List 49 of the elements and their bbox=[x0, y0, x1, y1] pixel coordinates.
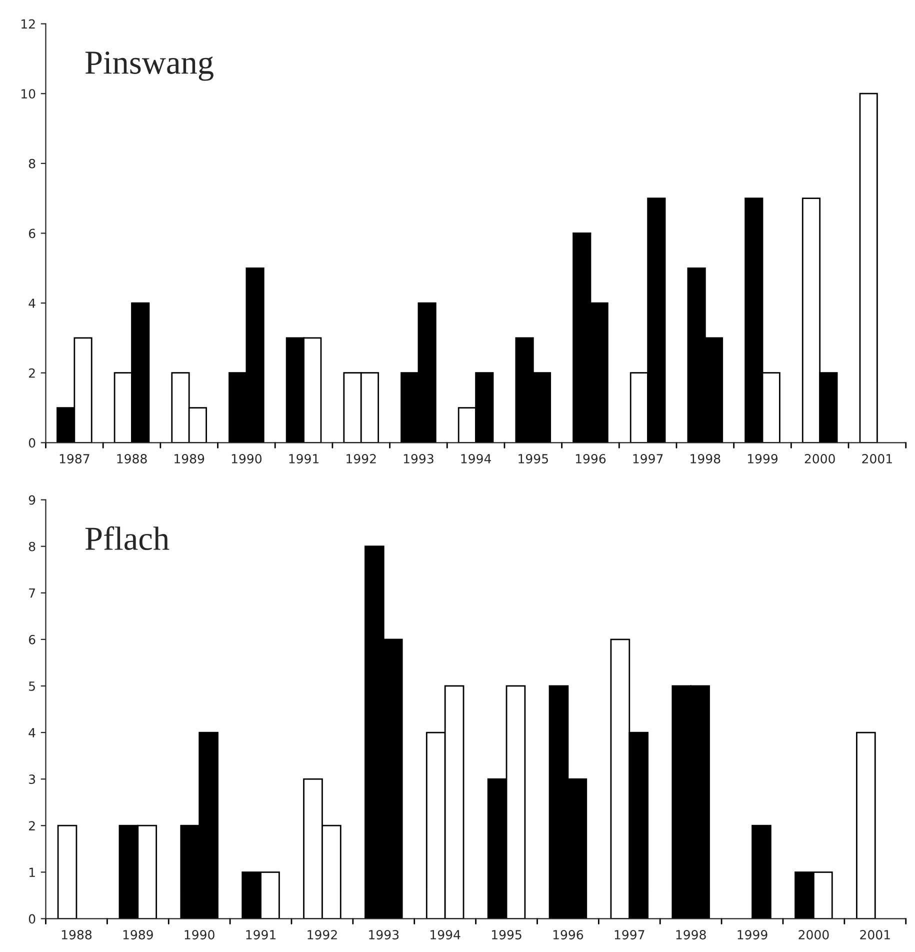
text: Pinswang bbox=[85, 52, 214, 81]
y-tick-label: 7 bbox=[29, 588, 35, 598]
y-tick-label: 3 bbox=[29, 774, 36, 784]
x-tick-label: 1997 bbox=[614, 930, 644, 940]
x-tick-label: 1995 bbox=[492, 930, 522, 940]
y-tick-label: 5 bbox=[29, 682, 35, 691]
y-tick-label: 6 bbox=[28, 228, 36, 238]
y-tick-label: 9 bbox=[28, 495, 36, 505]
x-tick-label: 1988 bbox=[117, 454, 147, 464]
x-tick-label: 1996 bbox=[553, 930, 584, 940]
x-tick-label: 1991 bbox=[246, 930, 276, 940]
x-tick-label: 1992 bbox=[346, 454, 376, 464]
x-tick-label: 1997 bbox=[633, 454, 663, 464]
y-tick-label: 10 bbox=[21, 89, 36, 99]
x-tick-label: 1995 bbox=[518, 454, 548, 464]
y-tick-label: 4 bbox=[28, 728, 36, 738]
x-tick-label: 2000 bbox=[804, 454, 835, 464]
x-tick-label: 2001 bbox=[860, 930, 890, 940]
x-tick-label: 1993 bbox=[369, 930, 399, 940]
x-tick-label: 1998 bbox=[690, 454, 720, 464]
x-tick-label: 2001 bbox=[862, 454, 892, 464]
bar bbox=[859, 92, 878, 443]
x-tick-label: 1999 bbox=[748, 454, 778, 464]
y-tick-label: 1 bbox=[29, 868, 35, 877]
y-tick-label: 0 bbox=[28, 438, 36, 448]
x-tick-label: 1994 bbox=[461, 454, 492, 464]
x-tick-label: 2000 bbox=[798, 930, 829, 940]
x-tick-label: 1994 bbox=[430, 930, 460, 940]
x-tick-label: 1996 bbox=[576, 454, 606, 464]
x-tick-label: 1992 bbox=[308, 930, 337, 940]
y-tick-label: 2 bbox=[28, 368, 35, 378]
x-tick-label: 1989 bbox=[174, 454, 204, 464]
x-tick-label: 1989 bbox=[123, 930, 153, 940]
x-tick-label: 1998 bbox=[676, 930, 706, 940]
x-tick-label: 1988 bbox=[62, 930, 92, 940]
text: Pflach bbox=[85, 526, 170, 550]
y-tick-label: 2 bbox=[28, 821, 35, 830]
y-tick-label: 8 bbox=[28, 542, 36, 552]
y-tick-label: 6 bbox=[28, 634, 36, 644]
x-tick-label: 1990 bbox=[232, 454, 262, 464]
y-tick-label: 4 bbox=[28, 298, 36, 308]
x-tick-label: 1990 bbox=[184, 930, 214, 940]
x-tick-label: 1987 bbox=[60, 454, 90, 464]
x-tick-label: 1993 bbox=[404, 454, 434, 464]
x-tick-label: 1991 bbox=[289, 454, 319, 464]
x-tick-label: 1999 bbox=[738, 930, 768, 940]
y-tick-label: 12 bbox=[21, 19, 35, 29]
y-tick-label: 8 bbox=[28, 158, 36, 168]
y-tick-label: 0 bbox=[28, 914, 36, 924]
